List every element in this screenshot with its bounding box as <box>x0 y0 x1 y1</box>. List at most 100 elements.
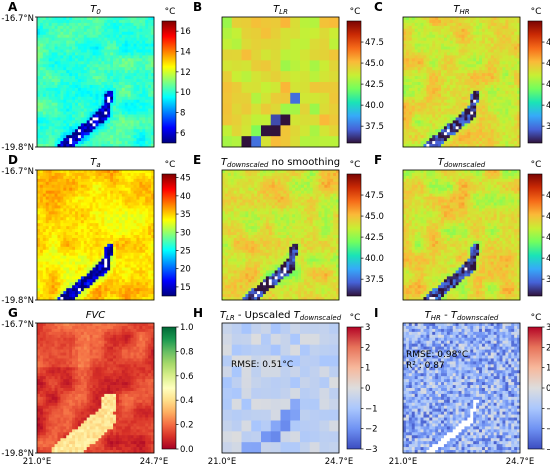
map-cell <box>505 37 509 41</box>
map-cell <box>83 58 88 62</box>
map-cell <box>408 96 413 101</box>
map-cell <box>110 175 114 180</box>
map-cell <box>60 249 64 254</box>
map-cell <box>107 217 111 221</box>
map-cell <box>420 17 424 21</box>
map-cell <box>69 184 73 189</box>
map-cell <box>473 99 477 104</box>
map-cell <box>63 17 67 21</box>
map-cell <box>417 37 421 41</box>
map-cell <box>104 172 108 177</box>
map-cell <box>476 93 480 98</box>
map-cell <box>37 135 41 139</box>
map-cell <box>490 108 495 112</box>
map-cell <box>493 64 497 68</box>
map-cell <box>309 49 320 61</box>
map-cell <box>77 87 82 92</box>
map-cell <box>145 49 149 53</box>
map-cell <box>66 175 70 180</box>
map-cell <box>455 61 459 65</box>
map-cell <box>72 202 76 206</box>
map-cell <box>458 135 462 139</box>
map-cell <box>124 181 129 186</box>
map-cell <box>51 114 55 118</box>
map-cell <box>420 108 424 112</box>
map-cell <box>142 252 146 257</box>
map-cell <box>83 217 88 221</box>
map-cell <box>42 214 47 218</box>
map-cell <box>86 232 90 236</box>
map-cell <box>51 252 55 257</box>
map-cell <box>514 108 518 112</box>
map-cell <box>319 103 330 115</box>
map-cell <box>110 90 114 95</box>
map-cell <box>107 141 111 145</box>
map-cell <box>405 31 410 36</box>
map-cell <box>148 70 152 74</box>
map-cell <box>101 99 105 104</box>
map-cell <box>145 226 149 230</box>
map-cell <box>470 126 474 130</box>
map-cell <box>69 172 73 177</box>
map-cell <box>455 129 459 133</box>
map-cell <box>417 64 421 68</box>
map-cell <box>502 90 506 95</box>
map-cell <box>92 243 96 248</box>
map-cell <box>101 37 105 41</box>
map-cell <box>429 144 433 148</box>
map-cell <box>441 17 445 21</box>
map-cell <box>136 144 140 148</box>
map-cell <box>37 17 41 21</box>
map-cell <box>151 144 155 148</box>
map-cell <box>60 117 64 121</box>
map-cell <box>113 208 117 212</box>
map-cell <box>95 138 99 142</box>
map-cell <box>63 193 67 197</box>
map-cell <box>48 17 52 21</box>
map-cell <box>54 246 58 251</box>
map-cell <box>77 90 82 95</box>
map-cell <box>51 214 55 218</box>
map-cell <box>124 102 129 106</box>
map-cell <box>502 58 506 62</box>
map-cell <box>66 202 70 206</box>
map-cell <box>86 214 90 218</box>
map-cell <box>37 190 41 194</box>
map-cell <box>54 252 58 257</box>
map-cell <box>77 43 82 47</box>
map-cell <box>39 28 44 33</box>
map-cell <box>115 37 120 41</box>
map-cell <box>86 40 90 44</box>
map-cell <box>37 22 41 27</box>
map-cell <box>455 120 459 124</box>
map-cell <box>54 70 58 74</box>
map-cell <box>107 138 111 142</box>
map-cell <box>51 184 55 189</box>
map-cell <box>66 43 70 47</box>
map-cell <box>39 90 44 95</box>
map-cell <box>127 217 131 221</box>
map-cell <box>426 34 430 39</box>
map-cell <box>86 252 90 257</box>
map-cell <box>148 123 152 127</box>
map-cell <box>66 258 70 262</box>
map-cell <box>517 138 521 142</box>
map-cell <box>83 34 88 39</box>
map-cell <box>130 111 134 115</box>
map-cell <box>60 214 64 218</box>
map-cell <box>45 46 50 50</box>
map-cell <box>89 17 93 21</box>
map-cell <box>133 34 137 39</box>
map-cell <box>45 208 50 212</box>
map-cell <box>136 82 140 86</box>
map-cell <box>37 43 41 47</box>
map-cell <box>130 43 134 47</box>
map-cell <box>51 55 55 59</box>
map-cell <box>241 38 252 50</box>
map-cell <box>89 132 93 136</box>
map-cell <box>110 211 114 215</box>
map-cell <box>75 123 79 127</box>
map-cell <box>115 202 120 206</box>
map-cell <box>118 31 123 36</box>
map-cell <box>435 76 439 80</box>
